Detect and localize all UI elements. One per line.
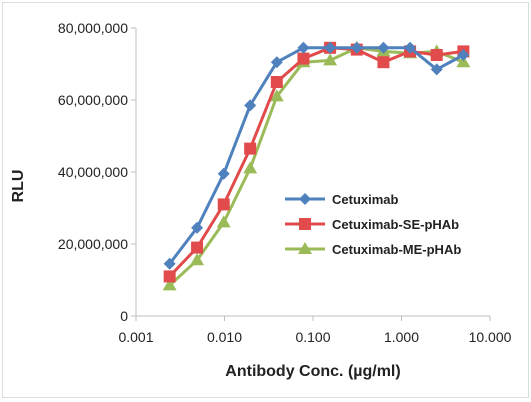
x-tick-label: 0.001 bbox=[118, 329, 153, 345]
data-point bbox=[323, 53, 338, 66]
y-tick-label: 80,000,000 bbox=[58, 20, 128, 36]
data-point bbox=[244, 99, 257, 112]
data-point bbox=[404, 41, 417, 54]
x-axis-title: Antibody Conc. (µg/ml) bbox=[225, 363, 400, 380]
data-point bbox=[216, 215, 231, 228]
data-point bbox=[243, 161, 258, 174]
data-point bbox=[270, 56, 283, 69]
y-tick-label: 0 bbox=[120, 308, 128, 324]
legend-marker bbox=[299, 193, 311, 205]
data-point bbox=[270, 76, 283, 88]
legend: Cetuximab Cetuximab-SE-pHAb Cetuximab-ME-p… bbox=[285, 192, 461, 257]
line-chart: 0 20,000,000 40,000,000 60,000,000 80,000,00… bbox=[10, 20, 512, 380]
legend-item: Cetuximab-SE-pHAb bbox=[285, 217, 459, 232]
data-point bbox=[191, 241, 204, 254]
data-point bbox=[163, 270, 176, 283]
legend-label: Cetuximab-ME-pHAb bbox=[332, 242, 461, 257]
data-point bbox=[162, 278, 177, 291]
data-point bbox=[297, 41, 310, 54]
legend-label: Cetuximab-SE-pHAb bbox=[332, 217, 459, 232]
data-point bbox=[269, 89, 284, 102]
data-point bbox=[324, 41, 337, 54]
data-point bbox=[163, 257, 176, 270]
data-point bbox=[217, 198, 230, 211]
data-point bbox=[190, 253, 205, 266]
legend-marker bbox=[299, 218, 311, 230]
legend-item: Cetuximab bbox=[285, 192, 399, 207]
x-tick-label: 0.100 bbox=[295, 329, 330, 345]
data-point bbox=[457, 49, 470, 61]
data-point bbox=[377, 41, 390, 54]
data-point bbox=[430, 49, 443, 61]
data-point bbox=[217, 167, 230, 180]
y-axis-title: RLU bbox=[10, 170, 27, 203]
legend-marker bbox=[298, 242, 312, 254]
chart-frame: 0 20,000,000 40,000,000 60,000,000 80,000,00… bbox=[2, 2, 529, 398]
x-axis-ticks: 0.001 0.010 0.100 1.000 10.000 bbox=[118, 316, 512, 345]
y-axis-ticks: 0 20,000,000 40,000,000 60,000,000 80,000,00… bbox=[58, 20, 136, 324]
series-0 bbox=[163, 41, 470, 270]
y-tick-label: 60,000,000 bbox=[58, 92, 128, 108]
data-point bbox=[430, 63, 443, 76]
legend-item: Cetuximab-ME-pHAb bbox=[285, 242, 461, 257]
data-point bbox=[297, 52, 310, 65]
data-point bbox=[244, 142, 257, 155]
series-layer bbox=[162, 40, 471, 291]
y-tick-label: 40,000,000 bbox=[58, 164, 128, 180]
y-tick-label: 20,000,000 bbox=[58, 236, 128, 252]
data-point bbox=[377, 56, 390, 69]
series-line bbox=[168, 46, 465, 265]
data-point bbox=[350, 41, 363, 54]
data-point bbox=[191, 221, 204, 234]
x-tick-label: 1.000 bbox=[384, 329, 419, 345]
data-point bbox=[456, 55, 471, 68]
x-tick-label: 0.010 bbox=[207, 329, 242, 345]
x-tick-label: 10.000 bbox=[469, 329, 512, 345]
legend-label: Cetuximab bbox=[332, 192, 399, 207]
